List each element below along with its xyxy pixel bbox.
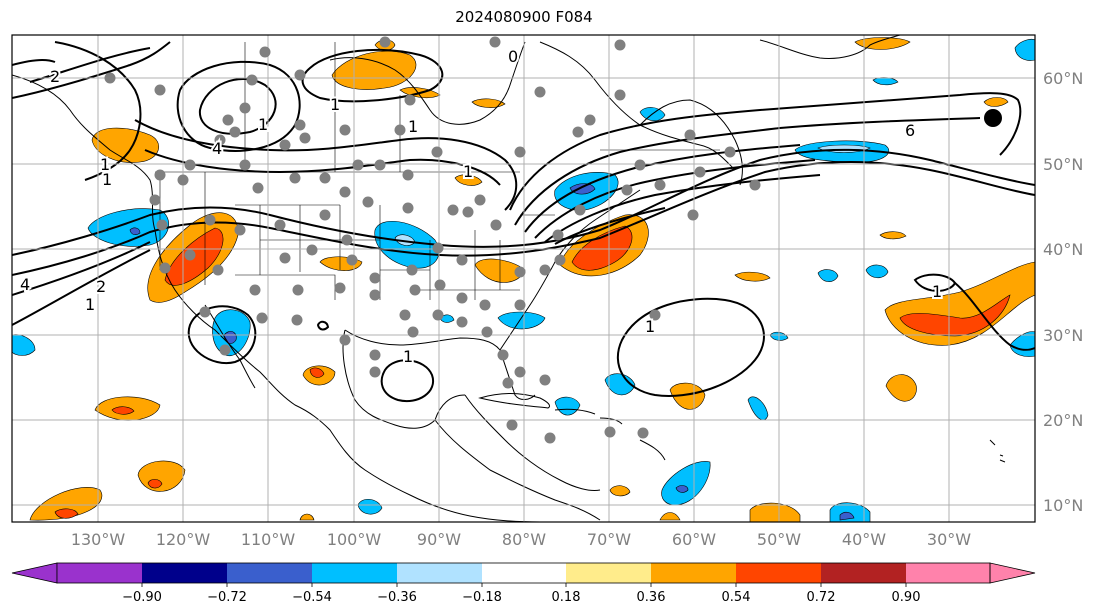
longitude-axis-labels: 130°W 120°W 110°W 100°W 90°W 80°W 70°W 6… bbox=[71, 530, 971, 549]
contour-label: 1 bbox=[85, 295, 95, 314]
political-borders bbox=[155, 42, 720, 300]
contour-label: 1 bbox=[330, 95, 340, 114]
lon-label: 50°W bbox=[757, 530, 801, 549]
latitude-axis-labels: 60°N 50°N 40°N 30°N 20°N 10°N bbox=[1043, 69, 1083, 515]
colorbar-tick-label: 0.36 bbox=[637, 590, 666, 605]
lon-label: 60°W bbox=[672, 530, 716, 549]
contour-label: 1 bbox=[100, 155, 110, 174]
colorbar-tick-label: −0.18 bbox=[462, 590, 502, 605]
contour-label: 1 bbox=[408, 117, 418, 136]
lat-label: 30°N bbox=[1043, 326, 1083, 345]
contour-label: 1 bbox=[258, 115, 268, 134]
lon-label: 30°W bbox=[927, 530, 971, 549]
lon-label: 80°W bbox=[502, 530, 546, 549]
contour-label: 2 bbox=[96, 277, 106, 296]
contour-label-group: 1 1 1 1 2 4 4 6 1 1 1 1 1 1 0 2 bbox=[18, 45, 944, 368]
lon-label: 120°W bbox=[156, 530, 211, 549]
contour-label: 1 bbox=[102, 170, 112, 189]
contour-label: 1 bbox=[645, 317, 655, 336]
colorbar-tick-label: −0.36 bbox=[377, 590, 417, 605]
graticule bbox=[12, 35, 1035, 522]
lat-label: 10°N bbox=[1043, 496, 1083, 515]
lon-label: 100°W bbox=[327, 530, 382, 549]
contour-label: 1 bbox=[403, 347, 413, 366]
colorbar-tick-label: 0.90 bbox=[892, 590, 921, 605]
colorbar-tick-label: −0.90 bbox=[122, 590, 162, 605]
map-frame bbox=[11, 34, 1036, 523]
lat-label: 20°N bbox=[1043, 411, 1083, 430]
contour-label: 4 bbox=[20, 275, 30, 294]
lon-label: 90°W bbox=[417, 530, 461, 549]
station-markers bbox=[104, 36, 761, 444]
colorbar-tick-label: −0.72 bbox=[207, 590, 247, 605]
contour-label: 4 bbox=[212, 139, 222, 158]
lat-label: 60°N bbox=[1043, 69, 1083, 88]
black-point-marker bbox=[984, 109, 1002, 127]
colorbar-tick-label: 0.54 bbox=[722, 590, 751, 605]
lon-label: 110°W bbox=[241, 530, 296, 549]
shaded-anomalies bbox=[12, 37, 1035, 522]
red-region-northeast bbox=[571, 225, 633, 271]
contour-label: 6 bbox=[905, 121, 915, 140]
map-title: 2024080900 F084 bbox=[455, 8, 593, 26]
orange-region-alaska bbox=[91, 127, 159, 163]
lat-label: 40°N bbox=[1043, 240, 1083, 259]
contour-label: 1 bbox=[463, 162, 473, 181]
colorbar-low-extension bbox=[11, 562, 58, 584]
colorbar-high-extension bbox=[989, 562, 1036, 584]
colorbar: −0.90 −0.72 −0.54 −0.36 −0.18 0.18 0.36 … bbox=[11, 562, 1036, 605]
contour-label: 0 bbox=[508, 47, 518, 66]
contour-label: 2 bbox=[50, 67, 60, 86]
blue-region-pacific-northwest bbox=[87, 208, 169, 247]
blue-region-caribbean bbox=[661, 461, 711, 506]
colorbar-tick-label: −0.54 bbox=[292, 590, 332, 605]
lon-label: 40°W bbox=[842, 530, 886, 549]
contour-label: 1 bbox=[932, 282, 942, 301]
lon-label: 70°W bbox=[587, 530, 631, 549]
lat-label: 50°N bbox=[1043, 155, 1083, 174]
colorbar-tick-label: 0.72 bbox=[807, 590, 836, 605]
lon-label: 130°W bbox=[71, 530, 126, 549]
colorbar-tick-label: 0.18 bbox=[552, 590, 581, 605]
